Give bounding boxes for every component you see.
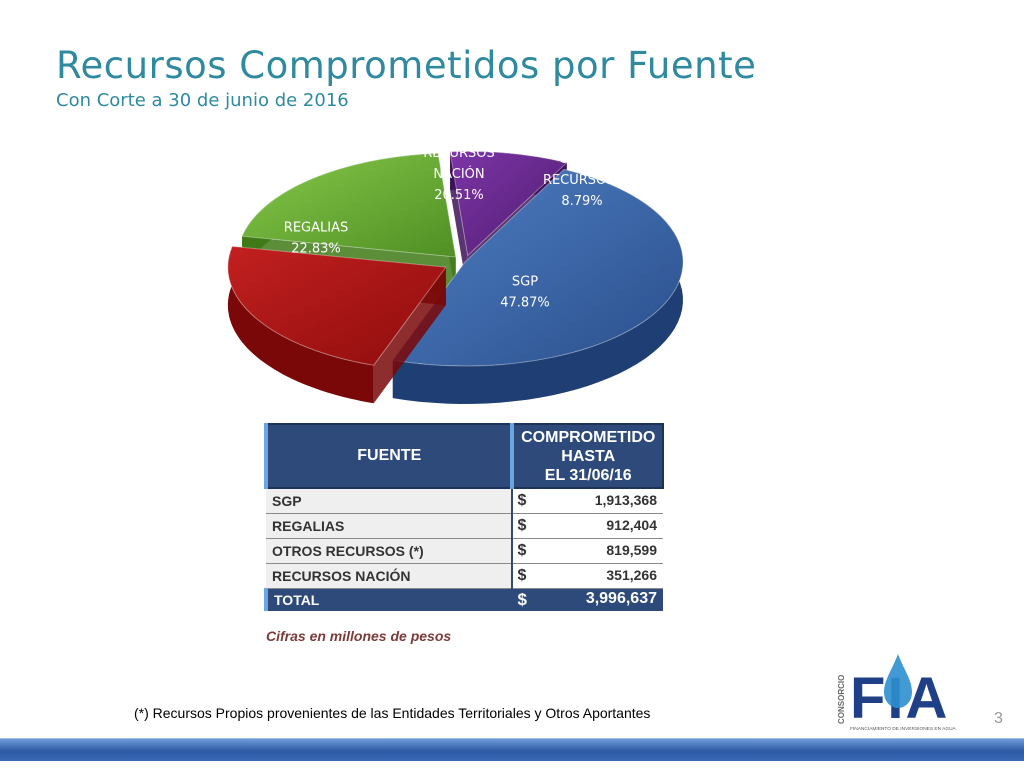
currency-sign: $	[517, 590, 527, 609]
pie-slice-regalias	[227, 245, 447, 404]
total-value: $3,996,637	[511, 588, 663, 611]
header-line-1: COMPROMETIDO	[521, 428, 656, 446]
currency-sign: $	[517, 567, 527, 584]
pie-slice-sgp	[391, 168, 684, 404]
slice-side	[392, 169, 683, 404]
slice-top	[449, 150, 568, 257]
row-fuente: RECURSOS NACIÓN	[266, 563, 513, 589]
currency-sign: $	[517, 517, 527, 534]
page-number: 3	[994, 710, 1003, 727]
table-row: SGP $1,913,368	[266, 488, 663, 514]
slice-label: 8.79%	[561, 194, 602, 209]
header-line-2: HASTA	[561, 447, 616, 465]
row-fuente: SGP	[266, 488, 513, 514]
row-fuente: REGALIAS	[266, 513, 513, 539]
slice-label: NACIÓN	[433, 166, 484, 182]
logo-side-text: CONSORCIO	[837, 675, 846, 724]
slice-label: REGALIAS	[284, 221, 348, 236]
slice-top	[241, 152, 457, 258]
currency-sign: $	[517, 492, 527, 509]
slice-label: RECURSOS*	[543, 173, 622, 188]
row-fuente: OTROS RECURSOS (*)	[266, 538, 513, 564]
slice-label: 47.87%	[500, 296, 550, 311]
table-row: RECURSOS NACIÓN $351,266	[266, 563, 663, 589]
currency-sign: $	[517, 542, 527, 559]
slice-label: RECURSOS	[423, 146, 495, 161]
water-drop-icon	[884, 654, 912, 708]
header-fuente: FUENTE	[263, 423, 514, 489]
units-note: Cifras en millones de pesos	[266, 628, 452, 644]
total-amount: 3,996,637	[585, 590, 657, 607]
footnote: (*) Recursos Propios provenientes de las…	[134, 705, 651, 721]
row-value: $351,266	[511, 563, 663, 589]
slice-label: OTROS	[559, 152, 605, 167]
row-amount: 351,266	[606, 567, 657, 583]
page-subtitle: Con Corte a 30 de junio de 2016	[56, 90, 349, 111]
page-title: Recursos Comprometidos por Fuente	[56, 44, 757, 87]
logo-tagline: FINANCIAMIENTO DE INVERSIONES EN AGUA	[850, 726, 957, 732]
slice-top	[227, 245, 447, 366]
slice-cut	[450, 151, 468, 294]
slice-label: 22.83%	[291, 242, 341, 257]
total-row: TOTAL $3,996,637	[263, 588, 663, 611]
row-amount: 819,599	[606, 542, 657, 558]
row-amount: 912,404	[606, 517, 657, 533]
table-row: OTROS RECURSOS (*) $819,599	[266, 538, 663, 564]
slice-label: SGP	[512, 275, 538, 290]
row-amount: 1,913,368	[594, 492, 657, 508]
header-comprometido: COMPROMETIDO HASTA EL 31/06/16	[510, 423, 664, 489]
total-label: TOTAL	[263, 588, 513, 611]
footer-bar	[0, 738, 1024, 761]
slice-side	[227, 246, 374, 404]
slice-top	[391, 168, 684, 367]
slice-label: 20.51%	[434, 188, 484, 203]
row-value: $819,599	[511, 538, 663, 564]
header-line-3: EL 31/06/16	[544, 466, 632, 484]
sources-table: FUENTE COMPROMETIDO HASTA EL 31/06/16 SG…	[263, 423, 664, 611]
table-row: REGALIAS $912,404	[266, 513, 663, 539]
pie-chart: OTROS RECURSOS* 8.79% RECURSOS NACIÓN 20.51% S…	[227, 146, 684, 404]
row-value: $912,404	[511, 513, 663, 539]
fia-logo: CONSORCIO FIA FINANCIAMIENTO DE INVERSIO…	[837, 654, 957, 732]
row-value: $1,913,368	[511, 488, 663, 514]
